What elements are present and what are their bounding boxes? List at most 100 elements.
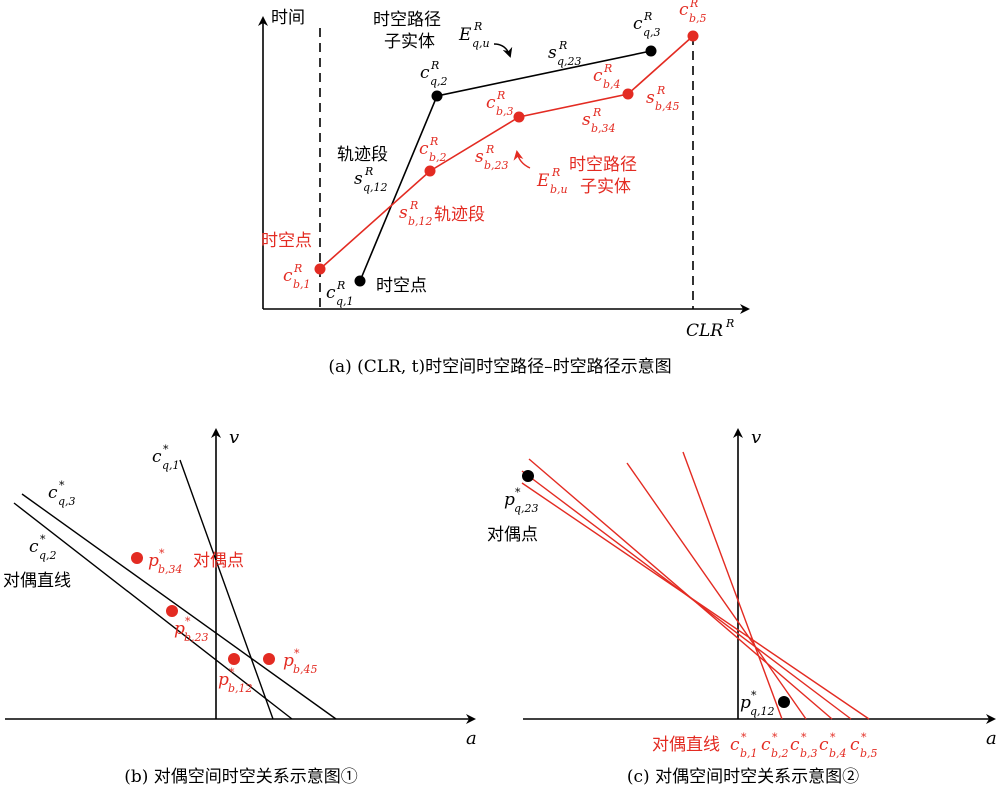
svg-text:*: * [772, 731, 778, 744]
black-point-2 [431, 90, 443, 102]
svg-text:b,45: b,45 [293, 663, 318, 676]
svg-text:b,1: b,1 [293, 278, 311, 291]
black-segment-symbol-12: s R q,12 [354, 165, 388, 194]
svg-text:c: c [819, 735, 829, 755]
panel-b-line-cq2 [13, 502, 293, 720]
black-point-3 [645, 45, 657, 57]
panel-a-x-axis-label: CLR R [686, 317, 734, 341]
panel-b-label-b34: p * b,34 [148, 547, 183, 576]
svg-text:R: R [473, 20, 482, 33]
svg-text:q,1: q,1 [162, 459, 180, 472]
svg-text:b,4: b,4 [603, 78, 621, 91]
svg-text:b,12: b,12 [408, 215, 433, 228]
svg-text:b,45: b,45 [655, 100, 680, 113]
panel-c-dual-line-label: 对偶直线 [652, 735, 720, 755]
svg-text:R: R [429, 135, 438, 148]
svg-text:R: R [293, 262, 302, 275]
panel-c-line-cb5 [521, 482, 870, 720]
svg-text:s: s [582, 110, 591, 130]
svg-text:c: c [593, 66, 603, 86]
panel-c-caption: (c) 对偶空间时空关系示意图② [627, 767, 859, 787]
panel-b-label-cq3: c * q,3 [48, 479, 76, 508]
svg-text:R: R [485, 143, 494, 156]
panel-c-y-axis-label: v [751, 427, 761, 448]
black-point-symbol-2: c R q,2 [420, 59, 448, 88]
svg-text:c: c [152, 447, 162, 467]
svg-text:p: p [283, 651, 294, 671]
svg-text:c: c [283, 266, 293, 286]
svg-text:s: s [646, 88, 655, 108]
panel-c-label-cb2: c * b,2 [761, 731, 789, 760]
svg-text:*: * [229, 666, 235, 679]
red-segment-symbol-45: s R b,45 [646, 84, 680, 113]
svg-text:s: s [475, 147, 484, 167]
svg-text:*: * [830, 731, 836, 744]
red-point-symbol-1: c R b,1 [283, 262, 311, 291]
panel-c-label-cb3: c * b,3 [790, 731, 818, 760]
svg-text:q,23: q,23 [514, 502, 539, 515]
svg-text:p: p [504, 490, 515, 510]
svg-text:c: c [326, 283, 336, 303]
red-segment-symbol-34: s R b,34 [582, 106, 616, 135]
panel-b-label-b12: p * b,12 [218, 666, 253, 695]
svg-text:*: * [163, 443, 169, 456]
panel-b-label-cq2: c * q,2 [29, 533, 57, 562]
svg-text:p: p [740, 693, 751, 713]
svg-text:*: * [861, 731, 867, 744]
svg-text:R: R [409, 199, 418, 212]
svg-text:b,5: b,5 [689, 12, 707, 25]
svg-text:R: R [725, 317, 734, 330]
svg-text:*: * [40, 533, 46, 546]
red-point-3 [513, 111, 525, 123]
svg-text:CLR: CLR [686, 321, 723, 341]
panel-b-point-b23 [166, 605, 178, 617]
svg-text:q,2: q,2 [39, 549, 57, 562]
svg-text:b,23: b,23 [184, 631, 209, 644]
svg-text:b,4: b,4 [829, 747, 847, 760]
red-segment-label: 轨迹段 [434, 205, 485, 225]
panel-c: a v p * q,23 对偶点 p * q,12 对偶直线 c * b,1 c… [487, 427, 997, 787]
panel-b: a v c * q,1 c * q,3 c * q,2 对偶直线 p * b,3… [3, 427, 477, 787]
red-entity-symbol: E R b,u [536, 166, 568, 196]
svg-text:q,2: q,2 [430, 75, 448, 88]
svg-text:c: c [419, 139, 429, 159]
svg-text:R: R [364, 165, 373, 178]
svg-text:*: * [801, 731, 807, 744]
panel-b-label-b45: p * b,45 [283, 647, 318, 676]
svg-text:b,34: b,34 [591, 122, 616, 135]
panel-c-line-cb3 [528, 458, 833, 720]
svg-text:q,1: q,1 [336, 295, 354, 308]
panel-b-point-b12 [228, 653, 240, 665]
svg-text:c: c [48, 483, 58, 503]
black-entity-label-line2: 子实体 [384, 32, 435, 52]
svg-text:E: E [458, 25, 472, 45]
black-entity-symbol: E R q,u [458, 20, 490, 50]
svg-text:c: c [420, 63, 430, 83]
red-point-4 [622, 88, 634, 100]
svg-text:q,3: q,3 [58, 495, 76, 508]
svg-text:s: s [399, 203, 408, 223]
svg-text:b,2: b,2 [429, 151, 447, 164]
panel-b-line-cq3 [21, 493, 337, 720]
panel-b-y-axis-label: v [229, 427, 239, 448]
svg-text:b,2: b,2 [771, 747, 789, 760]
svg-text:b,34: b,34 [158, 563, 183, 576]
svg-text:E: E [536, 171, 550, 191]
red-entity-label-line2: 子实体 [580, 177, 631, 197]
svg-text:R: R [603, 62, 612, 75]
svg-text:R: R [496, 89, 505, 102]
panel-b-caption: (b) 对偶空间时空关系示意图① [124, 767, 358, 787]
panel-a-y-axis-label: 时间 [271, 8, 305, 28]
panel-c-line-cb2 [626, 462, 807, 720]
red-segment-symbol-23: s R b,23 [475, 143, 509, 172]
black-point-1 [354, 275, 366, 287]
svg-text:b,12: b,12 [228, 682, 253, 695]
black-segment-symbol-23: s R q,23 [548, 39, 582, 68]
panel-c-x-axis-label: a [986, 728, 997, 749]
svg-text:R: R [689, 0, 698, 10]
panel-a-caption: (a) (CLR, t)时空间时空路径–时空路径示意图 [328, 357, 671, 377]
panel-c-point-q12 [778, 696, 790, 708]
svg-text:c: c [29, 537, 39, 557]
svg-text:q,23: q,23 [557, 55, 582, 68]
svg-text:R: R [558, 39, 567, 52]
